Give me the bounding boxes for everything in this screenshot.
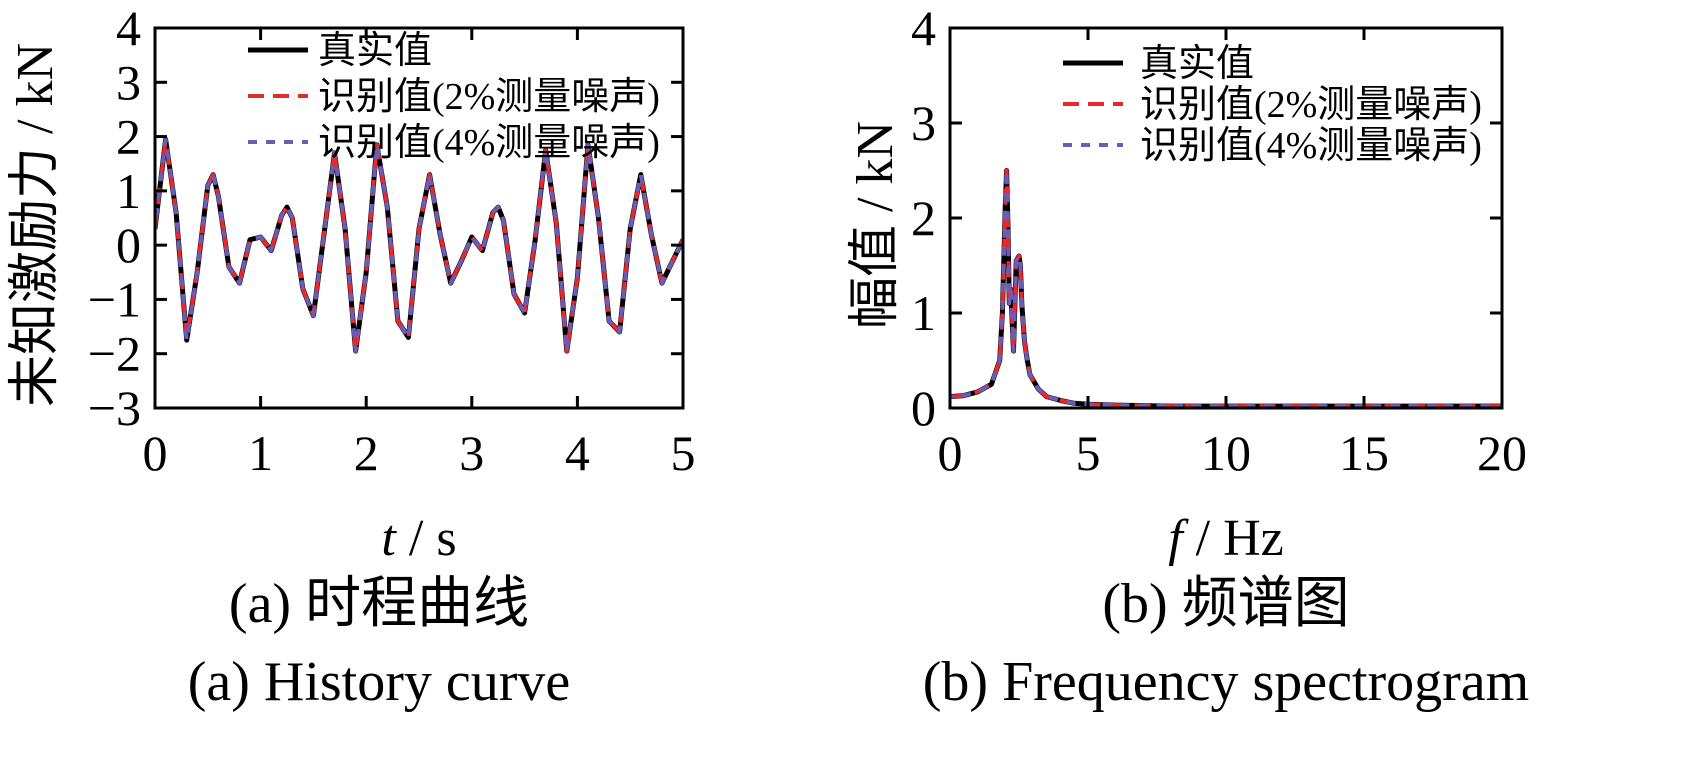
frequency-spectrogram-panel: 0 5 10 15 20 0 1 2 3 4 幅值 / kN f / Hz 真实值识别值(2%测量噪声)… <box>847 0 1529 713</box>
x-tick-label: 4 <box>565 425 590 481</box>
caption-english: (b) Frequency spectrogram <box>923 651 1529 713</box>
y-tick-label: 0 <box>116 217 141 273</box>
y-tick-label: −1 <box>88 271 141 327</box>
x-tick-label: 0 <box>938 425 963 481</box>
y-axis-label: 幅值 / kN <box>847 121 904 329</box>
x-tick-label: 15 <box>1339 425 1389 481</box>
x-axis-label: t / s <box>381 510 456 567</box>
x-axis-symbol: t <box>381 510 397 567</box>
y-tick-label: 2 <box>911 190 936 246</box>
legend-entry-label: 真实值 <box>318 30 432 72</box>
y-tick-label: 4 <box>116 0 141 56</box>
caption-chinese: (b) 频谱图 <box>1102 573 1349 635</box>
x-tick-label: 0 <box>143 425 168 481</box>
x-tick-label: 5 <box>671 425 696 481</box>
legend-entry-label: 真实值 <box>1140 43 1254 85</box>
x-axis-unit: / s <box>396 510 457 567</box>
caption-english: (a) History curve <box>188 651 571 713</box>
series-line-noise-2pct <box>950 168 1502 408</box>
x-tick-label: 3 <box>459 425 484 481</box>
x-tick-label: 1 <box>248 425 273 481</box>
y-tick-label: 3 <box>116 54 141 110</box>
legend-entry-label: 识别值(4%测量噪声) <box>318 122 660 164</box>
x-tick-label: 5 <box>1076 425 1101 481</box>
x-tick-label: 10 <box>1201 425 1251 481</box>
y-tick-label: 3 <box>911 95 936 151</box>
x-tick-label: 20 <box>1477 425 1527 481</box>
y-tick-label: −2 <box>88 326 141 382</box>
legend-entry-label: 识别值(2%测量噪声) <box>318 76 660 118</box>
caption-chinese: (a) 时程曲线 <box>229 573 529 635</box>
y-tick-label: 0 <box>911 380 936 436</box>
y-tick-label: 1 <box>911 285 936 341</box>
x-axis-unit: / Hz <box>1183 510 1284 567</box>
series-line-noise-4pct <box>155 137 683 353</box>
y-tick-label: 4 <box>911 0 936 56</box>
legend-entry-label: 识别值(2%测量噪声) <box>1140 84 1482 126</box>
series-line-true <box>155 136 683 354</box>
y-tick-label: −3 <box>88 380 141 436</box>
y-tick-label: 1 <box>116 163 141 219</box>
x-tick-label: 2 <box>354 425 379 481</box>
y-axis-label: 未知激励力 / kN <box>7 43 64 407</box>
legend-entry-label: 识别值(4%测量噪声) <box>1140 125 1482 167</box>
series-line-noise-4pct <box>950 168 1502 408</box>
plot-frame <box>153 26 685 410</box>
y-tick-label: 2 <box>116 109 141 165</box>
series-line-true <box>950 168 1502 408</box>
x-axis-label: f / Hz <box>1168 510 1284 567</box>
